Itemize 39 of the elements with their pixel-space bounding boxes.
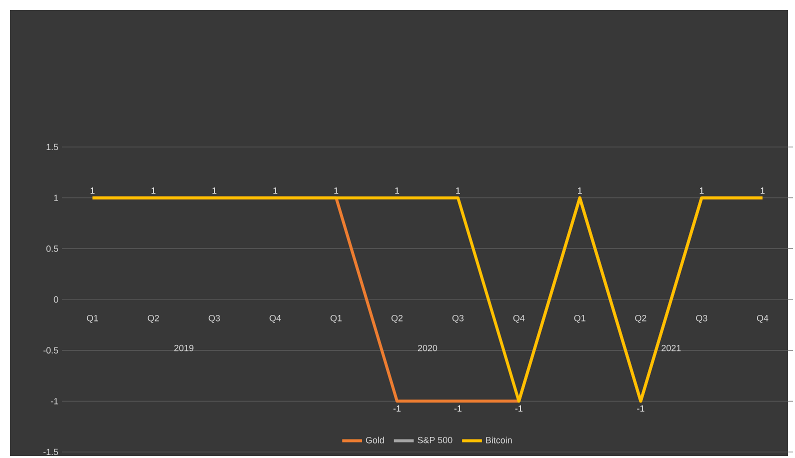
x-tick-label: Q3	[452, 314, 464, 323]
data-label: 1	[760, 187, 765, 194]
y-tick-label: 1.5	[46, 144, 58, 150]
y-tick-label: 0.5	[46, 245, 58, 252]
data-label: 1	[273, 187, 278, 194]
x-tick-label: Q4	[513, 314, 525, 323]
x-tick-label: Q2	[391, 314, 403, 323]
data-label: 1	[578, 187, 582, 194]
data-label: 1	[152, 187, 156, 194]
annotation: 2019	[174, 344, 194, 351]
data-label: -1	[454, 405, 462, 412]
data-label: -1	[393, 405, 401, 412]
x-tick-label: Q1	[330, 314, 342, 323]
data-label: 1	[334, 187, 338, 194]
x-tick-label: Q4	[270, 314, 281, 323]
data-label: -1	[515, 405, 522, 412]
legend-label: S&P 500	[418, 436, 452, 444]
y-tick-label: -1.5	[43, 448, 58, 455]
x-tick-label: Q2	[635, 314, 646, 323]
data-label: 1	[456, 187, 460, 194]
x-tick-label: Q2	[148, 314, 159, 323]
legend-label: Bitcoin	[486, 436, 512, 444]
data-label: 1	[90, 187, 95, 194]
legend-label: Gold	[366, 436, 384, 444]
x-tick-label: Q1	[86, 314, 98, 323]
data-label: 1	[700, 187, 704, 194]
x-tick-label: Q4	[756, 314, 768, 323]
data-label: -1	[637, 405, 644, 412]
y-tick-label: -1	[50, 398, 58, 404]
annotation: 2020	[418, 344, 438, 351]
y-tick-label: -0.5	[43, 346, 58, 354]
data-label: 1	[212, 187, 216, 194]
data-label: 1	[395, 187, 400, 194]
x-tick-label: Q3	[696, 314, 708, 323]
x-tick-label: Q3	[208, 314, 220, 323]
y-tick-label: 0	[54, 296, 58, 302]
annotation: 2021	[662, 344, 681, 351]
y-tick-label: 1	[54, 194, 58, 201]
x-tick-label: Q1	[574, 314, 586, 323]
